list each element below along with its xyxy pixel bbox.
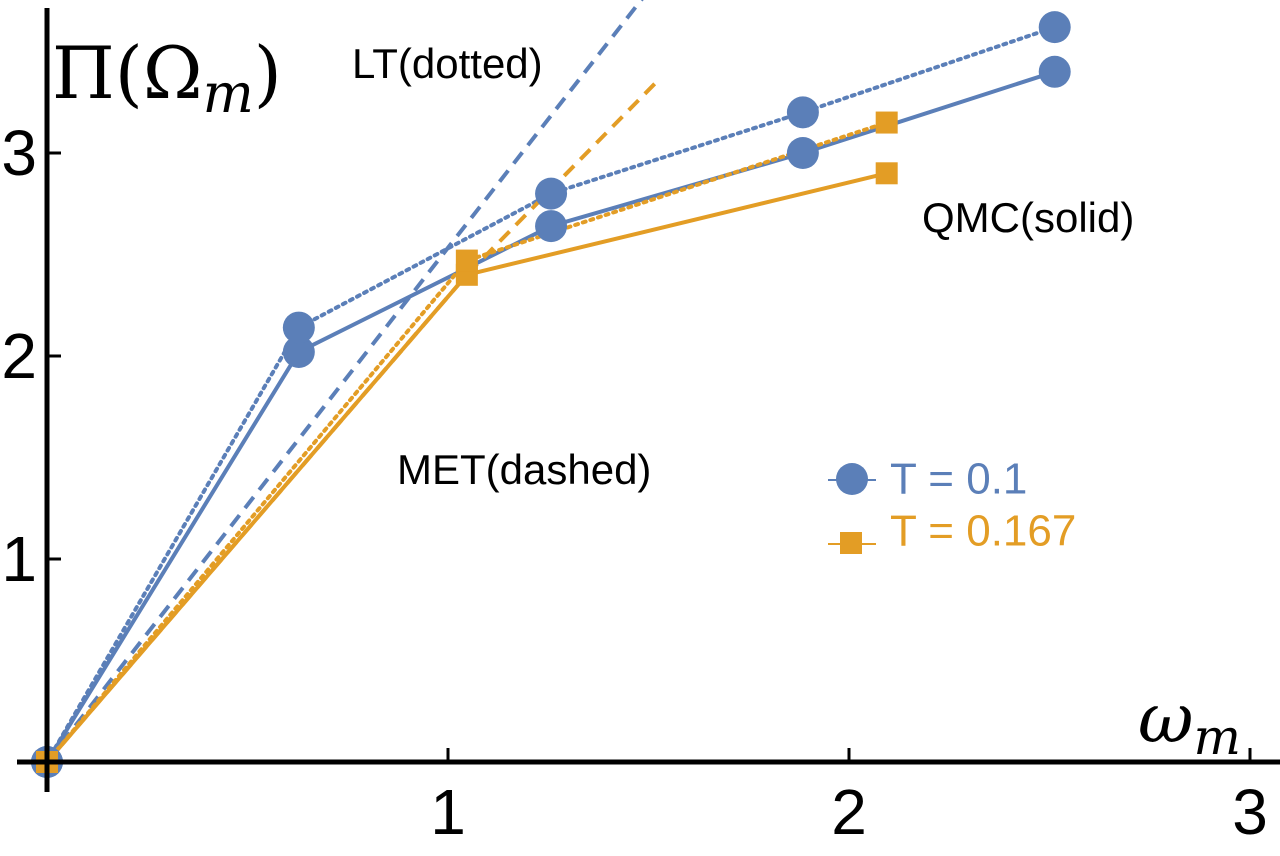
series-line [45,69,1056,764]
data-point [282,311,315,344]
annotation-qmc: QMC(solid) [922,194,1134,241]
data-point [1038,11,1071,44]
y-axis-title-subscript: m [203,62,254,125]
legend-label-t0167: T = 0.167 [890,507,1076,556]
x-axis-title-subscript: m [1193,708,1240,766]
series-line [45,0,644,764]
series-line [45,80,658,764]
axis-ticks: 1 2 3 1 2 3 [1,117,1267,848]
annotation-lt: LT(dotted) [352,40,543,87]
data-point [535,210,568,243]
data-point [455,249,478,272]
legend: T = 0.1 T = 0.167 [828,455,1076,556]
y-tick-label: 2 [1,320,37,392]
data-point [875,162,898,185]
x-tick-label: 3 [1232,776,1268,848]
data-point [1038,55,1071,88]
y-axis-title-main: Π(Ω [52,31,203,115]
data-point [786,137,819,169]
data-point [535,177,568,210]
series-line [45,120,889,764]
data-markers [31,11,1071,778]
series-line [45,25,1057,764]
legend-marker-t0167 [840,532,862,554]
y-tick-label: 1 [1,523,37,595]
y-tick-label: 3 [1,117,37,189]
legend-marker-t01 [836,463,868,495]
x-axis-title: ωm [1138,680,1241,766]
data-point [875,111,898,134]
annotation-met: MET(dashed) [397,446,651,493]
x-tick-label: 1 [430,776,466,848]
data-point [282,335,315,368]
x-tick-label: 2 [831,776,867,848]
y-axis-title: Π(Ωm) [52,31,282,125]
x-axis-title-main: ω [1138,680,1193,759]
data-point [786,96,819,129]
legend-label-t01: T = 0.1 [890,455,1027,504]
y-axis-title-close: ) [254,31,282,115]
